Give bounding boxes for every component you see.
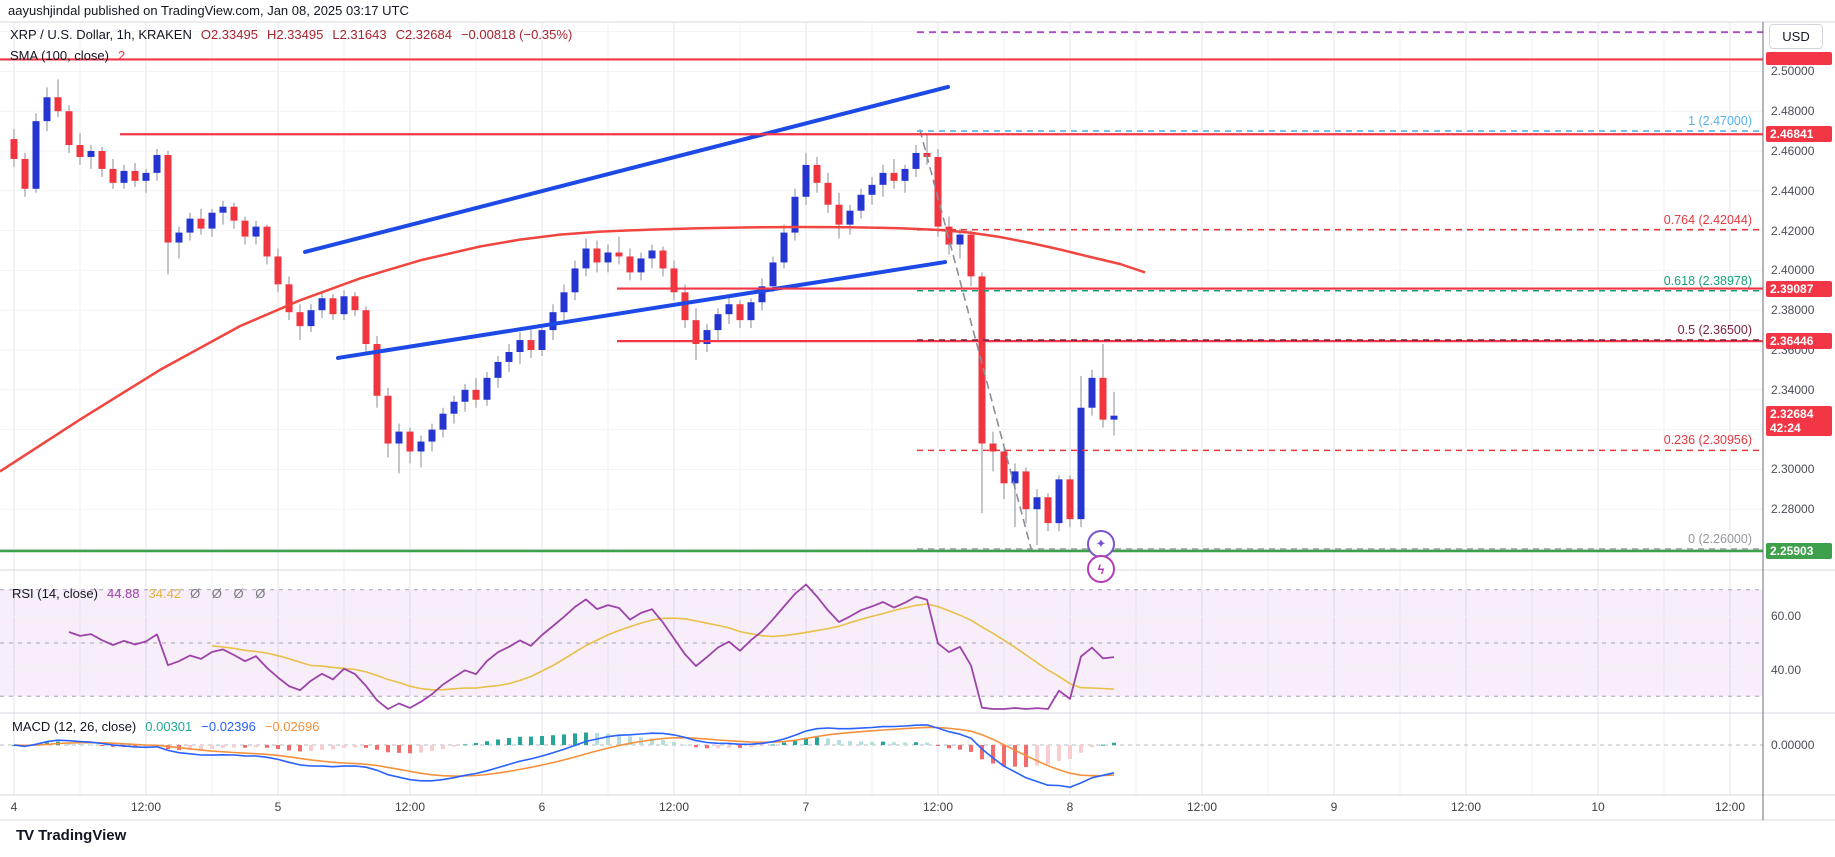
ohlc-open: O2.33495 xyxy=(200,27,258,42)
time-axis-label: 12:00 xyxy=(1714,800,1746,814)
macd-scale-label: 0.00000 xyxy=(1771,738,1815,752)
time-axis-label: 10 xyxy=(1591,800,1605,814)
fib-level-label: 0.618 (2.38978) xyxy=(1663,273,1752,288)
ohlc-high: H2.33495 xyxy=(266,27,324,42)
time-axis-label: 7 xyxy=(802,800,810,814)
rsi-legend[interactable]: RSI (14, close) 44.88 34.42 Ø Ø Ø Ø xyxy=(12,586,269,601)
price-badge: 2.39087 xyxy=(1766,280,1832,297)
fib-level-label: 1 (2.47000) xyxy=(1688,114,1752,129)
drawings[interactable] xyxy=(0,31,1763,553)
price-badge: 2.25903 xyxy=(1766,542,1832,559)
rsi-band xyxy=(0,589,1763,746)
time-axis-label: 9 xyxy=(1330,800,1338,814)
macd-label: MACD (12, 26, close) xyxy=(12,719,137,734)
tradingview-logo-text: TradingView xyxy=(38,827,127,844)
price-scale-label: 2.42000 xyxy=(1771,223,1815,238)
price-scale-label: 2.46000 xyxy=(1771,144,1815,158)
pane-frame xyxy=(0,21,1835,821)
rsi-value: 44.88 xyxy=(106,586,140,601)
symbol-legend[interactable]: XRP / U.S. Dollar, 1h, KRAKEN O2.33495 H… xyxy=(10,27,572,42)
price-scale-label: 2.28000 xyxy=(1771,502,1815,517)
rsi-scale-label: 40.00 xyxy=(1771,662,1802,677)
tradingview-branding[interactable]: TV TradingView xyxy=(16,827,126,844)
publish-attribution: aayushjindal published on TradingView.co… xyxy=(8,3,409,18)
rsi-label: RSI (14, close) xyxy=(12,586,98,601)
fib-level-label: 0 (2.26000) xyxy=(1688,532,1752,546)
candles-series xyxy=(10,79,1118,546)
time-axis-label: 12:00 xyxy=(394,800,426,814)
time-scale[interactable]: 4 12:00 5 12:00 6 12:00 7 12:00 8 12:00 9 12:00 10 12… xyxy=(0,796,1763,820)
price-line-badge-clipped xyxy=(1766,52,1832,65)
rsi-placeholders: Ø Ø Ø Ø xyxy=(190,586,270,601)
macd-hist-value: 0.00301 xyxy=(145,719,193,734)
sma-line xyxy=(0,225,1146,473)
time-axis-label: 4 xyxy=(10,800,18,814)
price-scale-label: 2.40000 xyxy=(1771,263,1815,278)
ohlc-low: L2.31643 xyxy=(332,27,387,42)
time-axis-label: 12:00 xyxy=(130,800,162,814)
macd-legend[interactable]: MACD (12, 26, close) 0.00301 −0.02396 −0… xyxy=(12,719,319,734)
currency-toggle-button[interactable]: USD xyxy=(1769,24,1823,49)
bolt-marker-icon[interactable]: ϟ xyxy=(1087,555,1115,583)
time-axis-label: 12:00 xyxy=(658,800,690,814)
time-axis-label: 8 xyxy=(1066,800,1074,814)
price-badge: 2.32684 42:24 xyxy=(1766,405,1832,436)
bar-countdown: 42:24 xyxy=(1770,420,1801,435)
rsi-scale-label: 60.00 xyxy=(1771,609,1802,624)
price-badge: 2.46841 xyxy=(1766,126,1832,143)
sma-legend[interactable]: SMA (100, close) 2 xyxy=(10,48,125,63)
fib-level-label: 0.5 (2.36500) xyxy=(1677,323,1752,338)
fib-level-label: 0.764 (2.42044) xyxy=(1663,212,1752,227)
price-scale[interactable]: USD 2.50000 2.48000 2.46000 2.44000 2.42000 2… xyxy=(1764,0,1835,857)
price-scale-label: 2.38000 xyxy=(1771,303,1815,318)
tradingview-logo-icon: TV xyxy=(16,827,34,844)
fib-level-label: 0.236 (2.30956) xyxy=(1663,433,1752,448)
rsi-ma-value: 34.42 xyxy=(148,586,182,601)
macd-signal-value: −0.02696 xyxy=(264,719,320,734)
time-axis-label: 12:00 xyxy=(922,800,954,814)
price-scale-label: 2.34000 xyxy=(1771,382,1815,397)
ohlc-close: C2.32684 xyxy=(395,27,452,42)
time-axis-label: 5 xyxy=(274,800,282,814)
price-scale-label: 2.44000 xyxy=(1771,183,1815,198)
time-axis-label: 12:00 xyxy=(1450,800,1482,814)
price-scale-label: 2.30000 xyxy=(1771,462,1815,477)
rsi-series xyxy=(68,583,1115,710)
grid-lines xyxy=(0,23,1763,795)
macd-value: −0.02396 xyxy=(201,719,256,734)
sma-label: SMA (100, close) xyxy=(10,48,109,63)
macd-series xyxy=(12,724,1116,788)
time-axis-label: 6 xyxy=(538,800,546,814)
symbol-title: XRP / U.S. Dollar, 1h, KRAKEN xyxy=(10,27,192,42)
sparkle-marker-icon[interactable]: ✦ xyxy=(1087,530,1115,558)
price-scale-label: 2.50000 xyxy=(1771,64,1815,79)
time-axis-label: 12:00 xyxy=(1186,800,1218,814)
price-badge: 2.36446 xyxy=(1766,333,1832,350)
sma-value: 2 xyxy=(118,48,126,63)
price-change: −0.00818 (−0.35%) xyxy=(460,27,573,42)
price-scale-label: 2.48000 xyxy=(1771,104,1815,119)
